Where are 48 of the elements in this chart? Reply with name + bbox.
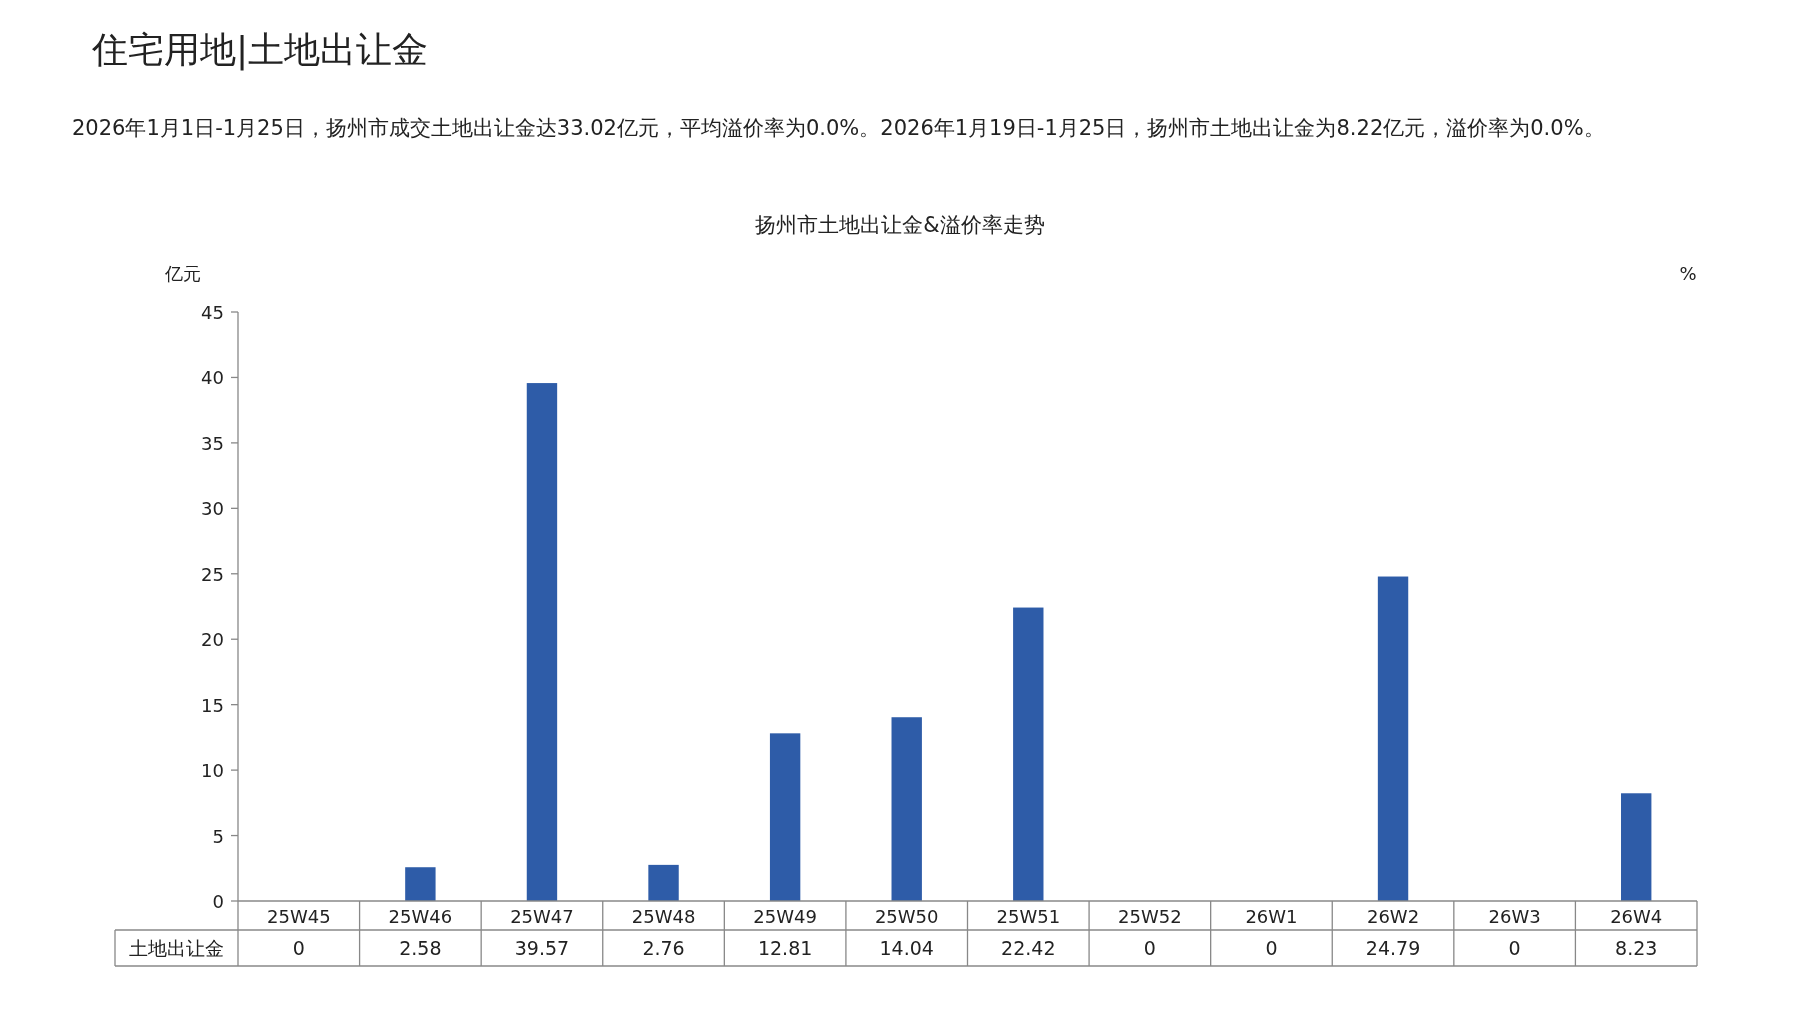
x-tick-label: 25W45: [266, 906, 331, 927]
y-tick-label: 40: [201, 367, 224, 389]
y-axis-title: 亿元: [164, 263, 201, 284]
y-tick-label: 5: [212, 825, 224, 847]
bar: [769, 733, 801, 901]
y-tick-label: 20: [201, 629, 224, 651]
x-tick-label: 25W52: [1118, 906, 1182, 927]
data-label: 39.57: [514, 937, 570, 959]
data-label: 0: [1143, 937, 1156, 959]
x-tick-label: 25W50: [874, 906, 939, 927]
data-label: 8.23: [1615, 937, 1658, 959]
bar: [648, 864, 679, 901]
x-tick-label: 25W46: [388, 906, 453, 927]
y-tick-label: 0: [212, 891, 224, 912]
data-label: 0: [292, 937, 305, 959]
x-tick-label: 25W49: [753, 906, 817, 927]
data-label: 2.76: [642, 937, 685, 959]
data-label: 12.81: [757, 937, 813, 959]
x-tick-label: 26W1: [1245, 906, 1298, 927]
text: 土地出让金: [129, 937, 224, 959]
data-label: 0: [1508, 937, 1521, 959]
text: 扬州市土地出让金&溢价率走势: [755, 213, 1045, 237]
chart-title: 住宅用地|土地出让金: [91, 29, 429, 71]
y-tick-label: 15: [201, 694, 224, 716]
y-tick-label: 45: [201, 302, 224, 323]
bar: [405, 867, 436, 901]
bar: [526, 383, 558, 901]
x-tick-label: 26W4: [1610, 906, 1663, 927]
y-tick-label: 30: [201, 498, 224, 520]
x-tick-label: 25W48: [631, 906, 696, 927]
x-tick-label: 25W51: [996, 906, 1061, 927]
data-label: 14.04: [879, 937, 934, 959]
y2-axis-title: %: [1679, 263, 1697, 284]
x-tick-label: 26W2: [1366, 906, 1420, 927]
y-tick-label: 10: [201, 760, 224, 782]
y-tick-label: 35: [201, 432, 224, 454]
bar: [891, 717, 922, 901]
bar: [1013, 607, 1044, 901]
x-tick-label: 26W3: [1488, 906, 1541, 927]
data-label: 0: [1265, 937, 1278, 959]
data-label: 22.42: [1001, 937, 1056, 959]
data-label: 2.58: [399, 937, 442, 959]
bar: [1621, 793, 1652, 901]
y-tick-label: 25: [201, 563, 224, 585]
bar: [1377, 576, 1409, 901]
data-label: 24.79: [1365, 937, 1421, 959]
chart-subtitle: 2026年1月1日-1月25日，扬州市成交土地出让金达33.02亿元，平均溢价率为0.0%。2026年1月19日-1月25日，扬州市土地出让金为8.22亿元，溢价率为0.0%。: [72, 115, 1606, 142]
x-tick-label: 25W47: [510, 906, 574, 927]
